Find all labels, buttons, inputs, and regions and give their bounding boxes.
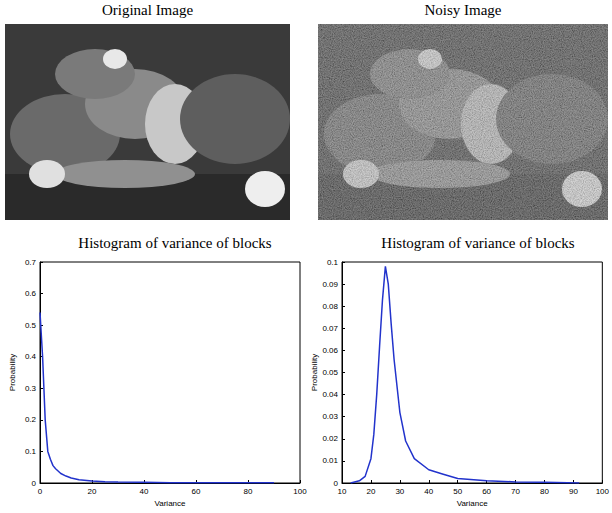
- svg-text:0.3: 0.3: [25, 384, 37, 393]
- svg-text:0.06: 0.06: [322, 346, 338, 355]
- svg-text:0.5: 0.5: [25, 321, 37, 330]
- svg-text:70: 70: [511, 487, 520, 496]
- svg-text:0.1: 0.1: [25, 447, 37, 456]
- svg-text:0: 0: [32, 479, 37, 488]
- svg-text:40: 40: [424, 487, 433, 496]
- svg-text:0.7: 0.7: [25, 258, 37, 267]
- svg-text:90: 90: [569, 487, 578, 496]
- svg-text:0: 0: [38, 487, 43, 496]
- svg-text:80: 80: [244, 487, 253, 496]
- svg-text:0.09: 0.09: [322, 280, 338, 289]
- svg-text:Probability: Probability: [310, 354, 319, 391]
- svg-text:0.2: 0.2: [25, 415, 37, 424]
- svg-text:Histogram of variance of block: Histogram of variance of blocks: [381, 235, 574, 251]
- svg-text:0.07: 0.07: [322, 324, 338, 333]
- svg-text:50: 50: [453, 487, 462, 496]
- svg-text:Variance: Variance: [457, 499, 489, 508]
- html-text:Noisy Image: Noisy Image: [424, 2, 502, 18]
- svg-text:0.03: 0.03: [322, 412, 338, 421]
- svg-text:Variance: Variance: [155, 499, 187, 508]
- svg-text:0: 0: [333, 478, 338, 488]
- svg-text:100: 100: [596, 487, 610, 496]
- svg-text:Probability: Probability: [8, 354, 17, 391]
- svg-text:0.08: 0.08: [322, 302, 338, 311]
- svg-text:0.4: 0.4: [25, 352, 37, 361]
- svg-text:30: 30: [395, 487, 404, 496]
- svg-text:10: 10: [338, 487, 347, 496]
- svg-text:20: 20: [366, 487, 375, 496]
- svg-text:Histogram of variance of block: Histogram of variance of blocks: [78, 235, 271, 251]
- svg-text:0.05: 0.05: [322, 368, 338, 377]
- svg-text:0.02: 0.02: [322, 434, 338, 443]
- html-text:Original Image: Original Image: [101, 2, 194, 18]
- svg-text:0.6: 0.6: [25, 289, 37, 298]
- svg-text:0.01: 0.01: [322, 456, 338, 465]
- svg-text:0.1: 0.1: [327, 258, 339, 267]
- svg-text:60: 60: [192, 487, 201, 496]
- svg-text:80: 80: [540, 487, 549, 496]
- svg-text:20: 20: [88, 487, 97, 496]
- svg-text:60: 60: [482, 487, 491, 496]
- svg-text:100: 100: [293, 487, 307, 496]
- svg-text:0.04: 0.04: [322, 390, 338, 399]
- svg-text:40: 40: [140, 487, 149, 496]
